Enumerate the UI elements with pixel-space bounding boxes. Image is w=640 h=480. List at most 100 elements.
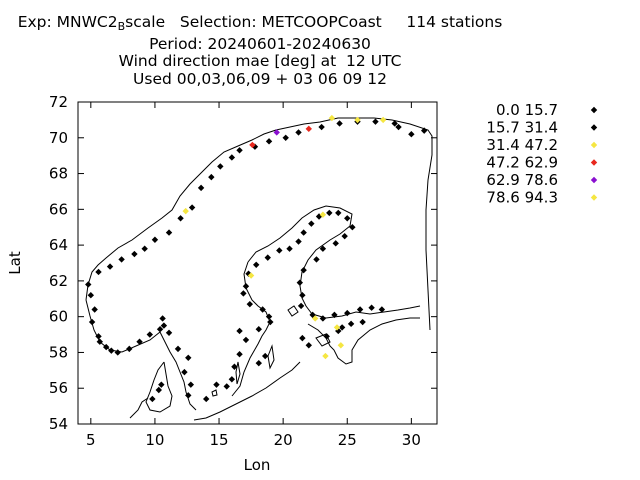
station-marker <box>420 127 428 134</box>
legend-marker <box>590 106 598 114</box>
legend-label: 62.9 78.6 <box>486 171 558 189</box>
coastline-gulf-of-bothnia <box>247 205 353 315</box>
station-marker <box>223 383 230 390</box>
title-exp-label: Exp: MNWC2 <box>17 13 118 31</box>
coastline-map <box>85 117 433 421</box>
y-tick-label: 72 <box>49 93 68 111</box>
station-marker <box>240 290 247 297</box>
coastline-gulf-of-finland <box>311 305 421 319</box>
y-tick-label: 54 <box>49 415 68 433</box>
station-marker <box>337 342 345 349</box>
station-marker <box>131 250 138 258</box>
axis-ticks: 5 10 15 20 25 30 54 56 58 60 62 64 66 68 70 72 <box>49 93 437 449</box>
title-exp-subscript: B <box>117 20 126 33</box>
station-marker <box>379 116 387 124</box>
chart-title: Exp: MNWC2Bscale Selection: METCOOPCoast… <box>0 13 520 88</box>
station-marker <box>347 320 355 328</box>
station-marker <box>395 123 402 131</box>
island-aland <box>287 305 299 317</box>
station-marker <box>255 359 262 367</box>
station-marker <box>313 256 320 263</box>
station-marker <box>151 236 159 243</box>
station-marker <box>185 354 192 362</box>
station-marker <box>368 304 375 311</box>
station-marker <box>106 263 114 270</box>
y-axis-label: Lat <box>6 251 24 275</box>
station-marker <box>197 184 205 192</box>
station-marker <box>174 345 182 353</box>
island-oland <box>235 361 241 385</box>
station-marker <box>276 247 283 254</box>
station-marker <box>322 352 329 360</box>
station-marker <box>181 368 188 376</box>
station-marker <box>408 131 415 138</box>
station-marker <box>228 376 236 383</box>
station-marker <box>305 125 312 133</box>
station-marker <box>319 245 327 252</box>
station-marker <box>265 313 273 320</box>
station-marker <box>156 325 164 333</box>
station-marker <box>265 138 273 145</box>
x-tick-label: 20 <box>274 431 293 449</box>
station-marker <box>88 318 96 326</box>
station-marker <box>136 338 143 345</box>
station-marker <box>228 154 236 161</box>
station-marker <box>160 322 168 329</box>
station-marker <box>87 292 95 299</box>
coastline-baltics <box>307 317 420 365</box>
station-marker <box>295 129 302 136</box>
station-marker <box>349 224 356 231</box>
station-marker <box>372 118 379 125</box>
legend-label: 31.4 47.2 <box>486 136 558 154</box>
legend-marker <box>590 176 598 184</box>
station-marker <box>311 315 319 322</box>
station-marker <box>259 306 266 313</box>
station-marker <box>326 209 333 217</box>
y-tick-label: 58 <box>49 343 68 361</box>
station-marker <box>118 256 125 263</box>
station-marker <box>300 266 307 274</box>
station-marker <box>231 363 238 370</box>
station-marker <box>344 309 351 317</box>
title-line-2: Period: 20240601-20240630 <box>149 34 371 53</box>
station-marker <box>213 381 220 388</box>
station-marker <box>331 311 338 319</box>
station-marker <box>253 261 260 268</box>
title-line-3: Wind direction mae [deg] at 12 UTC <box>118 52 402 70</box>
station-marker <box>187 381 195 388</box>
station-marker <box>182 207 189 215</box>
station-marker <box>319 315 327 322</box>
station-marker <box>236 147 243 154</box>
station-marker <box>338 324 346 331</box>
y-tick-label: 68 <box>49 165 68 183</box>
station-marker <box>159 315 166 322</box>
station-marker <box>356 306 364 313</box>
station-marker <box>300 229 307 236</box>
station-marker <box>242 283 250 290</box>
station-marker <box>255 325 262 333</box>
x-tick-label: 5 <box>86 431 96 449</box>
station-marker <box>308 220 315 227</box>
station-marker <box>344 215 351 222</box>
station-marker <box>319 211 327 218</box>
station-marker <box>85 281 92 288</box>
legend-label: 15.7 31.4 <box>486 119 558 137</box>
station-marker <box>296 279 304 286</box>
station-marker <box>336 120 343 127</box>
station-marker <box>95 268 102 276</box>
station-marker <box>282 134 289 141</box>
station-marker <box>203 395 210 403</box>
station-marker <box>155 386 162 394</box>
station-marker <box>335 209 342 217</box>
x-tick-label: 30 <box>402 431 421 449</box>
station-marker <box>378 306 386 313</box>
station-marker <box>273 129 280 136</box>
station-marker <box>96 338 103 345</box>
x-tick-label: 25 <box>338 431 357 449</box>
legend-label: 0.0 15.7 <box>496 101 558 119</box>
station-marker <box>261 352 269 360</box>
legend-marker <box>590 141 598 149</box>
station-marker <box>246 300 254 308</box>
legend: 0.0 15.715.7 31.431.4 47.247.2 62.962.9 … <box>486 101 598 207</box>
